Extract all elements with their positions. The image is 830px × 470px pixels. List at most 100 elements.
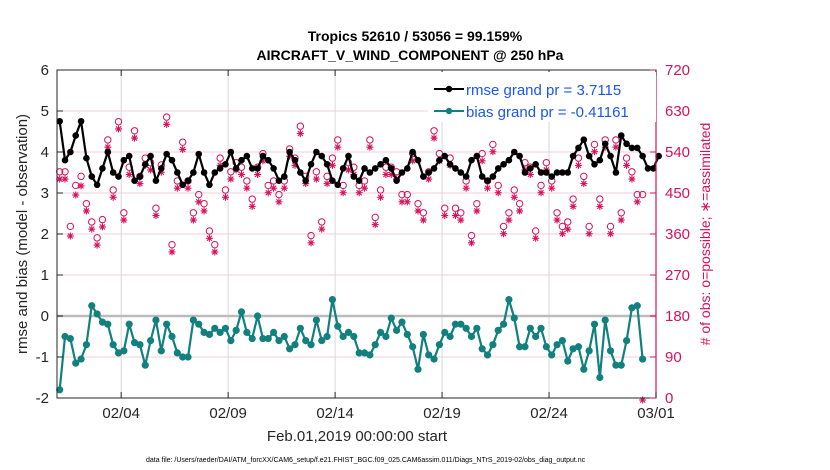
rmse-point [596,156,604,164]
asterisk-stroke [356,189,363,196]
obs-assimilated-marker [355,189,363,197]
obs-possible-marker [114,117,123,126]
asterisk-stroke [126,171,133,178]
bias-point [312,316,320,324]
obs-assimilated-marker [596,202,604,210]
asterisk-stroke [506,217,512,223]
obs-possible-marker [441,204,449,212]
x-tick-label: 02/19 [423,405,461,422]
asterisk-stroke [511,194,518,201]
y-right-tick-label: 450 [665,185,690,202]
bias-point [125,320,133,328]
obs-assimilated-marker [173,184,181,192]
obs-assimilated-marker [77,182,85,190]
asterisk-stroke [468,239,475,246]
asterisk-stroke [457,217,464,223]
rmse-point [345,152,352,160]
obs-possible-marker [130,127,139,135]
y-right-tick-label: 270 [665,267,690,284]
rmse-point [248,165,256,172]
obs-possible-marker [178,138,187,146]
obs-assimilated-marker [548,184,556,192]
obs-assimilated-marker [628,175,636,183]
x-tick-label: 02/14 [316,405,354,422]
x-tick-label: 02/24 [530,405,568,422]
rmse-point [120,156,128,164]
obs-assimilated-marker [152,212,160,219]
asterisk-stroke [634,198,641,205]
asterisk-stroke [110,194,117,201]
rmse-point [612,169,620,176]
obs-possible-marker [307,231,315,240]
rmse-point [190,169,197,176]
obs-possible-marker [510,186,518,194]
asterisk-stroke [99,223,106,230]
obs-assimilated-marker [238,171,246,178]
obs-possible-marker [494,181,502,190]
obs-possible-marker [622,154,631,162]
asterisk-stroke [169,249,175,255]
rmse-point [489,173,497,180]
asterisk-stroke [532,235,539,242]
rmse-point [532,161,539,168]
obs-assimilated-marker [505,216,513,224]
asterisk-stroke [249,203,256,210]
rmse-point [580,136,588,143]
bias-point [146,337,155,345]
obs-possible-marker [66,222,75,231]
bias-point [596,373,604,382]
asterisk-stroke [495,189,502,196]
bias-point [195,320,203,328]
asterisk-stroke [452,212,459,219]
asterisk-stroke [83,208,90,214]
obs-possible-marker [617,209,625,217]
y-tick-label: 3 [41,185,49,202]
bias-point [537,324,545,332]
obs-possible-marker [473,199,481,208]
obs-possible-marker [82,199,91,208]
obs-assimilated-marker [205,234,213,242]
rmse-point [329,177,336,184]
obs-assimilated-marker [569,202,577,210]
obs-possible-marker [88,218,96,226]
obs-assimilated-marker [227,175,235,183]
obs-assimilated-marker [270,184,278,192]
asterisk-stroke [120,217,127,223]
obs-assimilated-marker [403,198,411,206]
rmse-point [152,177,160,184]
obs-possible-marker [633,190,641,199]
obs-possible-marker [628,168,636,176]
rmse-point [318,152,326,160]
bias-point [72,359,80,367]
asterisk-stroke [190,217,197,223]
asterisk-stroke [115,126,122,132]
bias-point [323,332,331,341]
asterisk-stroke [479,157,486,164]
bias-point [227,337,235,345]
bias-point [296,324,304,332]
rmse-point [200,169,208,176]
rmse-point [147,152,154,160]
bias-point [307,341,315,349]
obs-possible-marker [542,158,551,167]
bias-point [211,324,219,332]
bias-point [205,330,214,339]
bias-point [564,357,572,365]
rmse-point [452,165,459,172]
asterisk-stroke [276,198,282,205]
bias-point [232,326,240,334]
asterisk-stroke [174,185,181,192]
asterisk-stroke [206,235,213,242]
rmse-point [527,165,534,172]
obs-assimilated-marker [189,216,197,224]
bias-point [376,328,385,336]
obs-possible-marker [211,240,219,249]
rmse-point [109,169,117,176]
rmse-point [617,132,625,139]
obs-assimilated-marker [163,120,171,128]
asterisk-stroke [340,189,347,196]
asterisk-stroke [324,180,330,187]
bias-point [168,332,176,341]
obs-assimilated-marker [457,216,465,224]
rmse-point [232,165,240,172]
